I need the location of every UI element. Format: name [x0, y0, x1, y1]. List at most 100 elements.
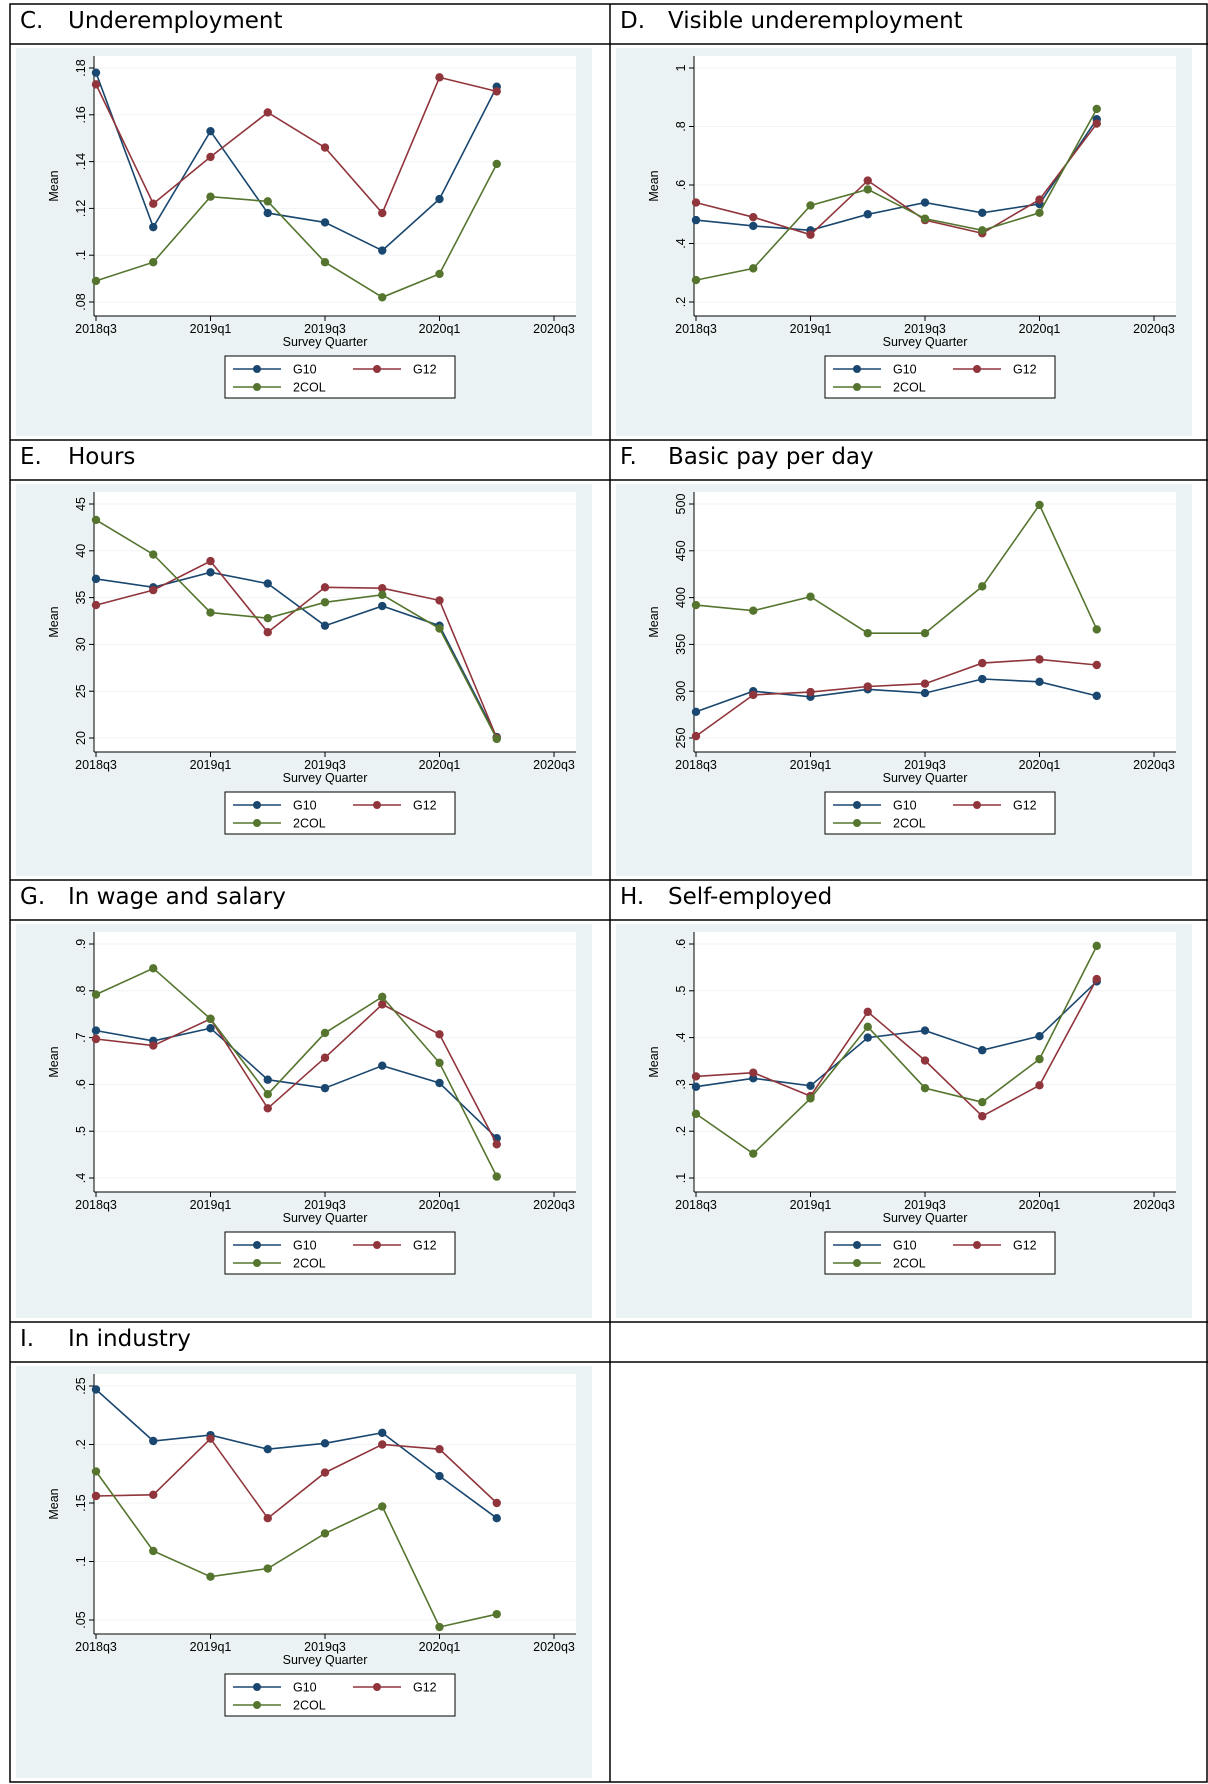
legend [224, 1231, 456, 1275]
data-point-2COL [691, 600, 701, 610]
data-point-G10 [378, 1061, 387, 1070]
x-tick-label: 2018q3 [675, 322, 717, 336]
data-point-G10 [206, 1024, 215, 1033]
data-point-G12 [263, 628, 272, 637]
data-point-G10 [978, 1046, 987, 1055]
data-point-G10 [435, 194, 444, 204]
legend-label: G12 [413, 1681, 437, 1695]
data-point-G12 [263, 1104, 272, 1113]
data-point-2COL [749, 1149, 758, 1158]
series-line-2COL [95, 1470, 497, 1628]
legend-label: 2COL [293, 381, 326, 395]
plot-area [94, 932, 576, 1192]
series-line-G12 [695, 658, 1097, 737]
data-point-G12 [691, 1072, 701, 1081]
y-tick-label: 400 [674, 587, 688, 608]
legend-label: 2COL [293, 1699, 326, 1713]
chart-title-cell-D: D. Visible underemployment [610, 4, 1208, 44]
legend-label: 2COL [293, 817, 326, 831]
data-point-G12 [378, 1440, 387, 1449]
data-point-2COL [863, 628, 872, 638]
data-point-G10 [863, 210, 872, 219]
data-point-2COL [978, 226, 987, 235]
chart-title-cell-I: I. In industry [10, 1322, 610, 1362]
y-axis-title: Mean [647, 170, 661, 201]
series-line-2COL [95, 519, 498, 740]
legend-marker [853, 801, 861, 809]
data-point-G12 [1092, 119, 1101, 128]
y-axis-title: Mean [47, 1046, 61, 1077]
data-point-G10 [206, 568, 215, 577]
y-tick-label: .2 [74, 1439, 88, 1449]
legend-marker [373, 801, 381, 809]
x-tick-label: 2020q3 [533, 758, 575, 772]
data-point-G10 [149, 1436, 158, 1446]
data-point-G12 [206, 556, 215, 566]
data-point-2COL [91, 1467, 101, 1476]
data-point-2COL [91, 276, 101, 286]
data-point-G12 [263, 108, 272, 117]
data-point-2COL [378, 1502, 387, 1511]
y-tick-label: .4 [674, 1032, 688, 1042]
chart-I: .05 .1 .15 .2 .25 2018q3 2019q1 2019q3 2020q1 202… [16, 1366, 592, 1778]
data-point-G12 [320, 583, 330, 592]
legend-marker [973, 801, 981, 809]
data-point-2COL [749, 606, 758, 615]
data-point-2COL [920, 628, 930, 638]
x-tick-label: 2019q1 [790, 322, 832, 336]
y-tick-label: .6 [74, 1079, 88, 1089]
legend-label: 2COL [893, 1257, 926, 1271]
x-tick-label: 2019q3 [904, 758, 946, 772]
data-point-G12 [691, 731, 701, 741]
data-point-G12 [435, 1030, 444, 1039]
data-point-2COL [378, 293, 387, 302]
plot-area [94, 56, 576, 316]
plot-area [694, 932, 1176, 1192]
y-tick-label: .25 [74, 1377, 88, 1394]
data-point-G12 [1092, 660, 1101, 670]
data-point-2COL [91, 990, 101, 999]
legend-label: G10 [893, 799, 917, 813]
y-tick-label: .1 [74, 1556, 88, 1566]
y-axis-title: Mean [47, 606, 61, 637]
data-point-G10 [920, 688, 930, 698]
x-tick-label: 2020q1 [1019, 1198, 1061, 1212]
legend-marker [253, 1683, 261, 1691]
data-point-G12 [691, 198, 701, 207]
legend-label: G12 [1013, 1239, 1037, 1253]
chart-title: I. In industry [20, 1326, 191, 1352]
chart-H: .1 .2 .3 .4 .5 .6 2018q3 2019q1 2019q3 2020q1 2020… [616, 924, 1192, 1318]
x-tick-label: 2020q3 [533, 1640, 575, 1654]
data-point-G12 [149, 199, 158, 208]
y-tick-label: .12 [74, 200, 88, 217]
data-point-G12 [435, 596, 444, 605]
legend-marker [853, 1259, 861, 1267]
chart-E: 20 25 30 35 40 45 2018q3 2019q1 2019q3 2020q1 2020… [16, 484, 592, 876]
data-point-G12 [206, 1434, 215, 1443]
y-axis-title: Mean [47, 1488, 61, 1519]
data-point-G10 [492, 1514, 501, 1523]
series-line-G12 [95, 1437, 498, 1520]
x-tick-label: 2019q3 [304, 1198, 346, 1212]
data-point-G10 [920, 1026, 930, 1035]
chart-title-text: Underemployment [68, 8, 283, 34]
x-tick-label: 2020q3 [1133, 322, 1175, 336]
data-point-G10 [978, 674, 987, 684]
data-point-G12 [435, 1444, 444, 1454]
data-point-G10 [91, 68, 101, 77]
x-tick-label: 2020q1 [419, 1198, 461, 1212]
data-point-G10 [863, 1033, 872, 1042]
data-point-G12 [749, 690, 758, 700]
data-point-2COL [435, 1058, 444, 1068]
y-tick-label: .5 [74, 1126, 88, 1136]
legend-marker [253, 365, 261, 373]
y-tick-label: .4 [674, 238, 688, 248]
data-point-G12 [263, 1514, 272, 1523]
data-point-G10 [263, 208, 272, 218]
data-point-G10 [263, 579, 272, 588]
data-point-G12 [863, 176, 872, 185]
y-tick-label: .8 [674, 121, 688, 131]
x-tick-label: 2019q3 [304, 1640, 346, 1654]
y-tick-label: 300 [674, 681, 688, 702]
data-point-2COL [978, 1097, 987, 1107]
